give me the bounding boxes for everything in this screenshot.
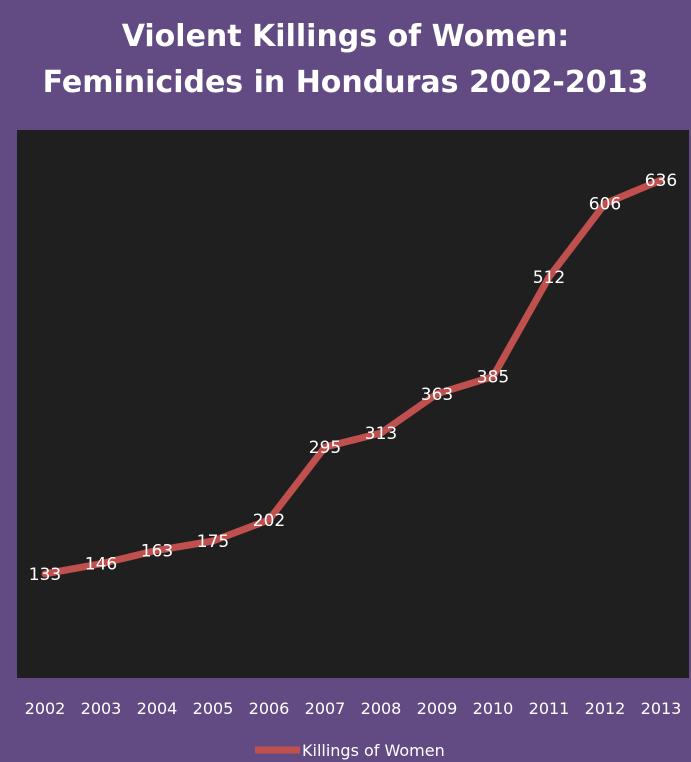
chart-title: Violent Killings of Women: Feminicides i… [0, 14, 691, 106]
x-tick-label: 2005 [193, 699, 234, 718]
data-label: 385 [477, 368, 509, 388]
legend: Killings of Women [255, 741, 445, 760]
x-tick-label: 2009 [417, 699, 458, 718]
data-label: 295 [309, 438, 341, 458]
data-label: 512 [533, 268, 565, 288]
x-tick-label: 2006 [249, 699, 290, 718]
data-label: 163 [141, 541, 173, 561]
data-label: 313 [365, 424, 397, 444]
legend-label: Killings of Women [302, 741, 445, 760]
x-tick-label: 2012 [585, 699, 626, 718]
plot-area [17, 130, 689, 678]
data-label: 363 [421, 385, 453, 405]
data-label: 606 [589, 195, 621, 215]
data-label: 175 [197, 532, 229, 552]
x-tick-label: 2007 [305, 699, 346, 718]
x-tick-label: 2011 [529, 699, 570, 718]
x-tick-label: 2003 [81, 699, 122, 718]
x-tick-label: 2008 [361, 699, 402, 718]
x-axis-labels: 2002 2003 2004 2005 2006 2007 2008 2009 2010 2011… [25, 699, 682, 718]
x-tick-label: 2010 [473, 699, 514, 718]
series-layer [41, 176, 665, 578]
series-line-0 [41, 176, 665, 578]
data-label: 636 [645, 171, 677, 191]
x-tick-label: 2013 [641, 699, 682, 718]
data-label: 133 [29, 565, 61, 585]
data-labels-layer: 133 146 163 175 202 295 313 363 385 512 606 636 [29, 171, 677, 585]
data-label: 202 [253, 511, 285, 531]
chart-title-line-1: Violent Killings of Women: [121, 19, 570, 54]
x-tick-label: 2002 [25, 699, 66, 718]
chart-title-line-2: Feminicides in Honduras 2002-2013 [42, 65, 649, 100]
data-label: 146 [85, 555, 117, 575]
x-tick-label: 2004 [137, 699, 178, 718]
